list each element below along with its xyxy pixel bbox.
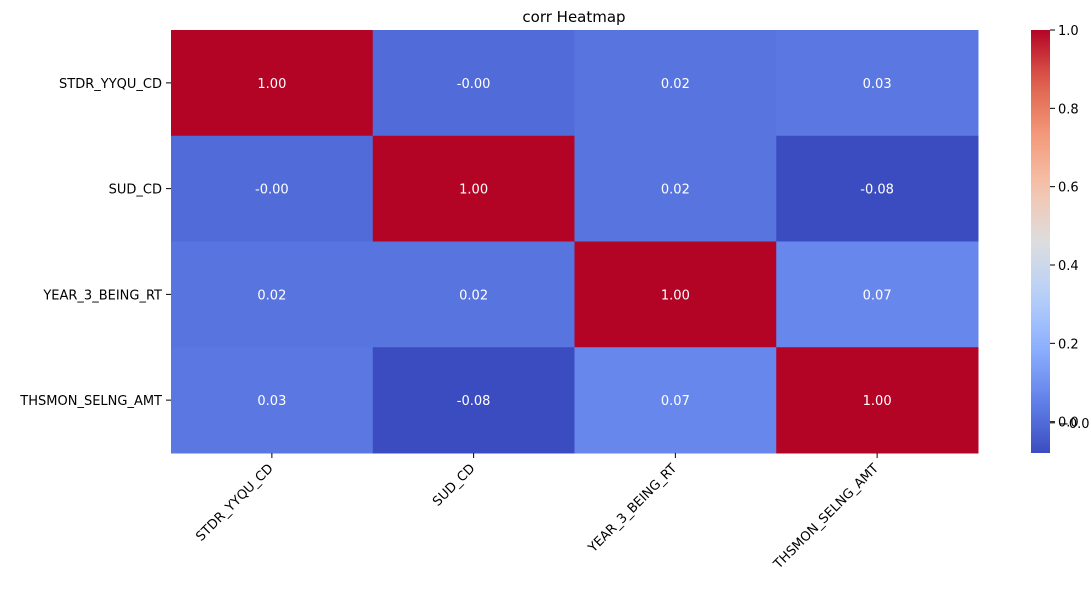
cell-annotation-2-0: 0.02 bbox=[257, 288, 286, 303]
heatmap-cell-2-1 bbox=[372, 241, 575, 348]
heatmap-cell-0-1 bbox=[372, 30, 575, 137]
cell-annotation-0-3: 0.03 bbox=[863, 77, 892, 92]
heatmap-cell-2-0 bbox=[171, 241, 374, 348]
colorbar: 0.0 0.2 0.4 0.6 0.8 1.0 −0.0 bbox=[1031, 24, 1090, 453]
x-tick-label-3: THSMON_SELNG_AMT bbox=[770, 461, 882, 573]
x-tick-label-1: SUD_CD bbox=[430, 461, 478, 509]
cell-annotation-0-0: 1.00 bbox=[257, 77, 286, 92]
heatmap-cell-2-2 bbox=[574, 241, 777, 348]
heatmap-cell-3-0 bbox=[171, 347, 374, 454]
heatmap-cell-3-3 bbox=[776, 347, 979, 454]
y-axis-labels: STDR_YYQU_CD SUD_CD YEAR_3_BEING_RT THSMON_… bbox=[19, 77, 171, 409]
heatmap-cell-2-3 bbox=[776, 241, 979, 348]
cell-annotation-2-2: 1.00 bbox=[661, 288, 690, 303]
cell-annotation-3-2: 0.07 bbox=[661, 394, 690, 409]
heatmap-cells: 1.00 -0.00 0.02 0.03 -0.00 1.00 0.02 -0.08 0.02 0… bbox=[171, 30, 979, 454]
x-tick-label-2: YEAR_3_BEING_RT bbox=[585, 461, 680, 556]
cell-annotation-2-1: 0.02 bbox=[459, 288, 488, 303]
y-tick-label-2: YEAR_3_BEING_RT bbox=[42, 288, 162, 303]
cell-annotation-1-0: -0.00 bbox=[255, 183, 289, 198]
y-tick-label-1: SUD_CD bbox=[109, 183, 162, 198]
cell-annotation-1-1: 1.00 bbox=[459, 183, 488, 198]
colorbar-tick-label-3: 0.6 bbox=[1058, 181, 1079, 196]
cell-annotation-3-0: 0.03 bbox=[257, 394, 286, 409]
cell-annotation-2-3: 0.07 bbox=[863, 288, 892, 303]
cell-annotation-1-3: -0.08 bbox=[860, 183, 894, 198]
heatmap-cell-0-2 bbox=[574, 30, 777, 137]
colorbar-tick-label-0: 0.0 bbox=[1058, 416, 1079, 431]
colorbar-tick-label-extra-0: −0.0 bbox=[1058, 417, 1090, 432]
colorbar-tick-label-5: 1.0 bbox=[1058, 24, 1079, 39]
heatmap-cell-1-0 bbox=[171, 135, 374, 242]
colorbar-gradient bbox=[1031, 30, 1050, 453]
colorbar-tick-label-4: 0.8 bbox=[1058, 102, 1079, 117]
y-tick-label-0: STDR_YYQU_CD bbox=[59, 77, 162, 92]
heatmap-cell-1-2 bbox=[574, 135, 777, 242]
y-tick-label-3: THSMON_SELNG_AMT bbox=[19, 394, 162, 409]
cell-annotation-3-3: 1.00 bbox=[863, 394, 892, 409]
cell-annotation-0-2: 0.02 bbox=[661, 77, 690, 92]
heatmap-cell-1-1 bbox=[372, 135, 575, 242]
heatmap-cell-0-3 bbox=[776, 30, 979, 137]
cell-annotation-3-1: -0.08 bbox=[457, 394, 491, 409]
cell-annotation-0-1: -0.00 bbox=[457, 77, 491, 92]
heatmap-cell-3-1 bbox=[372, 347, 575, 454]
cell-annotation-1-2: 0.02 bbox=[661, 183, 690, 198]
x-axis-labels: STDR_YYQU_CD SUD_CD YEAR_3_BEING_RT THSMON_… bbox=[193, 453, 882, 573]
x-tick-label-0: STDR_YYQU_CD bbox=[193, 461, 276, 544]
colorbar-tick-label-1: 0.2 bbox=[1058, 337, 1079, 352]
heatmap-cell-0-0 bbox=[171, 30, 374, 137]
heatmap-cell-3-2 bbox=[574, 347, 777, 454]
heatmap-cell-1-3 bbox=[776, 135, 979, 242]
chart-title: corr Heatmap bbox=[522, 8, 625, 26]
colorbar-tick-label-2: 0.4 bbox=[1058, 259, 1079, 274]
